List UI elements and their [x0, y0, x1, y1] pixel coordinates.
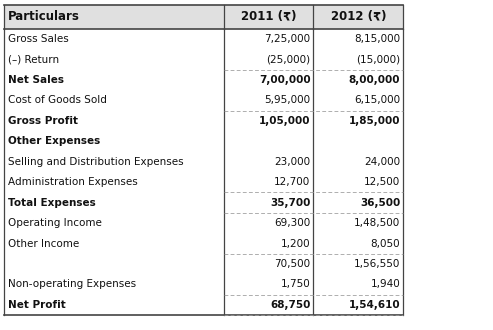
- Text: 68,750: 68,750: [270, 300, 311, 310]
- Text: 12,700: 12,700: [274, 177, 311, 187]
- Text: Selling and Distribution Expenses: Selling and Distribution Expenses: [8, 157, 183, 167]
- Text: 1,200: 1,200: [281, 239, 311, 248]
- Text: Total Expenses: Total Expenses: [8, 198, 96, 208]
- Text: 8,050: 8,050: [371, 239, 400, 248]
- Text: 8,15,000: 8,15,000: [354, 34, 400, 44]
- Text: Other Income: Other Income: [8, 239, 79, 248]
- Text: Operating Income: Operating Income: [8, 218, 102, 228]
- Text: 24,000: 24,000: [364, 157, 400, 167]
- Text: Administration Expenses: Administration Expenses: [8, 177, 138, 187]
- Text: 36,500: 36,500: [360, 198, 400, 208]
- Text: 8,00,000: 8,00,000: [349, 75, 400, 85]
- Text: 70,500: 70,500: [274, 259, 311, 269]
- Text: 23,000: 23,000: [274, 157, 311, 167]
- Text: 2011 (₹): 2011 (₹): [241, 10, 296, 23]
- Text: 1,85,000: 1,85,000: [349, 116, 400, 126]
- Text: (–) Return: (–) Return: [8, 54, 59, 64]
- Text: Gross Sales: Gross Sales: [8, 34, 69, 44]
- Text: 6,15,000: 6,15,000: [354, 95, 400, 105]
- Text: 35,700: 35,700: [270, 198, 311, 208]
- Text: Cost of Goods Sold: Cost of Goods Sold: [8, 95, 107, 105]
- Bar: [4, 5, 403, 29]
- Text: Gross Profit: Gross Profit: [8, 116, 78, 126]
- Text: 69,300: 69,300: [274, 218, 311, 228]
- Text: 1,56,550: 1,56,550: [354, 259, 400, 269]
- Text: 1,750: 1,750: [281, 280, 311, 289]
- Text: 2012 (₹): 2012 (₹): [331, 10, 386, 23]
- Text: (15,000): (15,000): [356, 54, 400, 64]
- Text: 5,95,000: 5,95,000: [264, 95, 311, 105]
- Text: 7,00,000: 7,00,000: [259, 75, 311, 85]
- Text: Net Profit: Net Profit: [8, 300, 66, 310]
- Text: 1,940: 1,940: [371, 280, 400, 289]
- Text: Net Sales: Net Sales: [8, 75, 64, 85]
- Text: Particulars: Particulars: [8, 10, 80, 23]
- Text: 12,500: 12,500: [364, 177, 400, 187]
- Text: 1,48,500: 1,48,500: [354, 218, 400, 228]
- Text: Other Expenses: Other Expenses: [8, 136, 100, 146]
- Text: 1,54,610: 1,54,610: [349, 300, 400, 310]
- Text: 7,25,000: 7,25,000: [264, 34, 311, 44]
- Text: (25,000): (25,000): [266, 54, 311, 64]
- Text: Non-operating Expenses: Non-operating Expenses: [8, 280, 136, 289]
- Text: 1,05,000: 1,05,000: [259, 116, 311, 126]
